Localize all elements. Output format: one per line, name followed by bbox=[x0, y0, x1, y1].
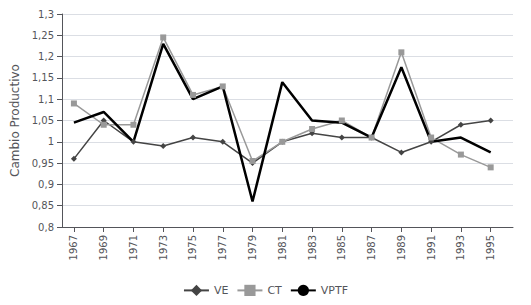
svg-text:1975: 1975 bbox=[187, 235, 198, 260]
svg-text:0,9: 0,9 bbox=[38, 179, 54, 190]
svg-text:1989: 1989 bbox=[396, 235, 407, 260]
svg-text:1,05: 1,05 bbox=[32, 115, 54, 126]
svg-text:1,1: 1,1 bbox=[38, 94, 54, 105]
svg-text:1,3: 1,3 bbox=[38, 9, 54, 20]
svg-text:1977: 1977 bbox=[217, 235, 228, 260]
svg-text:1987: 1987 bbox=[366, 235, 377, 260]
svg-text:Cambio Productivo: Cambio Productivo bbox=[8, 64, 22, 177]
svg-text:1: 1 bbox=[48, 136, 54, 147]
svg-text:1,25: 1,25 bbox=[32, 30, 54, 41]
svg-text:1971: 1971 bbox=[128, 235, 139, 260]
svg-text:1983: 1983 bbox=[307, 235, 318, 260]
svg-text:1985: 1985 bbox=[336, 235, 347, 260]
svg-text:0,95: 0,95 bbox=[32, 158, 54, 169]
svg-text:1981: 1981 bbox=[277, 235, 288, 260]
svg-text:1995: 1995 bbox=[485, 235, 496, 260]
svg-text:1979: 1979 bbox=[247, 235, 258, 260]
svg-text:0,8: 0,8 bbox=[38, 222, 54, 233]
svg-text:1993: 1993 bbox=[455, 235, 466, 260]
svg-text:1967: 1967 bbox=[68, 235, 79, 260]
svg-text:1991: 1991 bbox=[426, 235, 437, 260]
svg-text:VE: VE bbox=[214, 284, 229, 297]
svg-text:1,15: 1,15 bbox=[32, 72, 54, 83]
svg-text:0,85: 0,85 bbox=[32, 200, 54, 211]
svg-text:1,2: 1,2 bbox=[38, 51, 54, 62]
svg-text:CT: CT bbox=[267, 284, 282, 297]
svg-text:1973: 1973 bbox=[158, 235, 169, 260]
svg-text:1969: 1969 bbox=[98, 235, 109, 260]
svg-text:VPTF: VPTF bbox=[321, 284, 348, 297]
